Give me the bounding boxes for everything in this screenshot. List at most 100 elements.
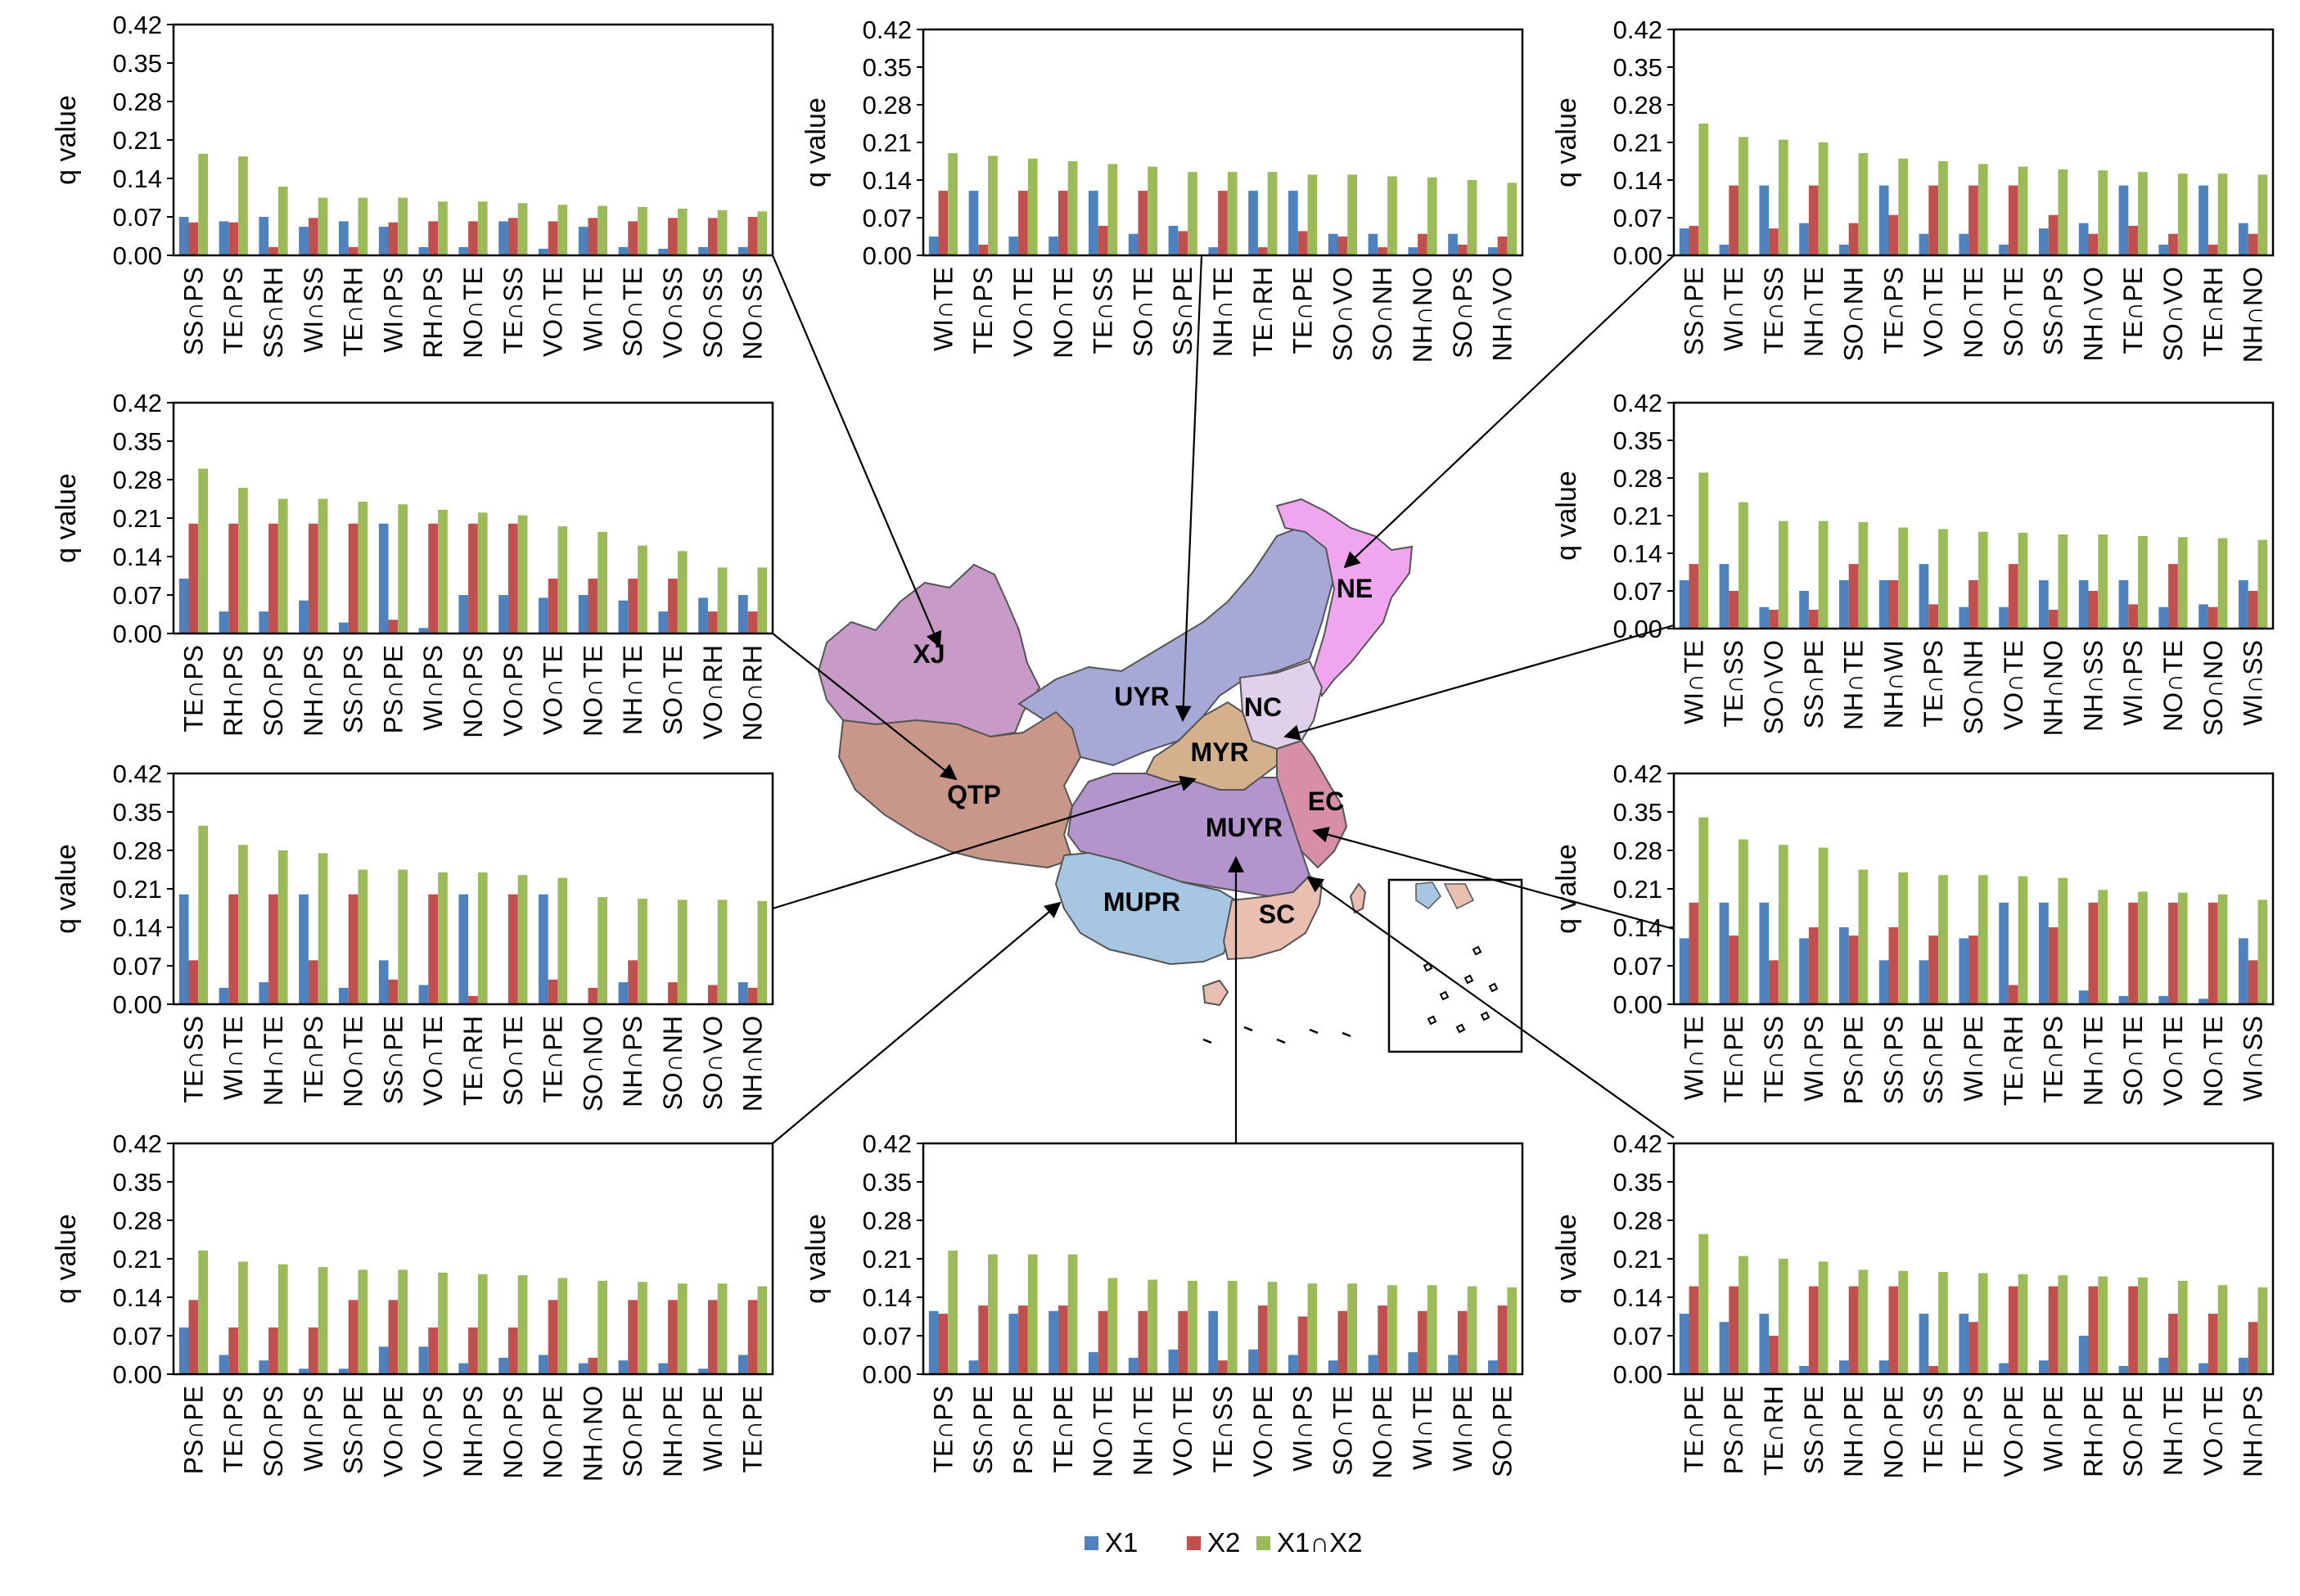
y-tick-label: 0.35 [863, 53, 912, 82]
bar-x1-and-x2 [1267, 172, 1278, 255]
x-tick-label: NH∩SS [2078, 640, 2108, 732]
inset-island [1427, 1015, 1437, 1026]
bar-x2 [1848, 936, 1859, 1004]
y-tick-label: 0.42 [863, 16, 912, 44]
y-tick-label: 0.42 [1613, 16, 1662, 44]
bar-x1-and-x2 [1107, 164, 1118, 255]
bar-x1-and-x2 [2177, 174, 2188, 255]
bar-x1-and-x2 [1978, 531, 1988, 629]
bar-x1-and-x2 [1148, 1279, 1157, 1374]
y-tick-label: 0.28 [863, 91, 912, 119]
x-tick-label: WI∩TE [1408, 1386, 1437, 1470]
bar-x1 [1368, 1355, 1378, 1374]
bar-x1 [2239, 223, 2248, 255]
y-tick-label: 0.14 [863, 1283, 912, 1312]
x-tick-label: SO∩NH [1839, 267, 1869, 361]
bar-x1-and-x2 [1307, 1283, 1318, 1374]
plot-frame [1672, 772, 2275, 1006]
bar-x1-and-x2 [2018, 166, 2028, 255]
bar-x1-and-x2 [1387, 176, 1397, 255]
bar-x2 [2008, 564, 2018, 629]
x-tick-label: SO∩NO [2199, 640, 2228, 736]
bar-x2 [428, 894, 438, 1004]
x-tick-label: NH∩PE [1839, 1386, 1869, 1477]
bar-x1 [1839, 927, 1849, 1004]
bar-x2 [308, 218, 318, 255]
bar-x2 [2088, 902, 2099, 1004]
bar-x1 [1488, 247, 1498, 255]
x-tick-label: NH∩PE [658, 1386, 688, 1477]
y-tick-label: 0.07 [1613, 577, 1662, 606]
bar-x2 [1018, 191, 1028, 255]
x-tick-label: NO∩TE [1049, 267, 1078, 358]
bar-x2 [348, 894, 359, 1004]
china-region-map: XJ UYR NE NC MYR QTP MUYR EC MUPR SC [817, 498, 1523, 1053]
plot-frame [922, 1142, 1524, 1376]
bar-x2 [938, 191, 949, 255]
bar-x2 [2208, 902, 2218, 1004]
x-tick-label: PS∩PE [178, 1386, 208, 1474]
bar-x2 [1257, 247, 1268, 255]
bar-x2 [2048, 927, 2059, 1004]
x-tick-label: SS∩PS [1878, 1016, 1908, 1104]
inset-island [1423, 962, 1433, 972]
bar-x2 [1848, 223, 1859, 255]
callout-arrow [1175, 255, 1203, 722]
bar-x2 [2248, 233, 2258, 255]
x-tick-label: TE∩PE [2118, 267, 2148, 354]
bar-x1 [259, 217, 269, 255]
bar-x1 [2199, 1363, 2208, 1374]
x-tick-label: VO∩TE [1919, 267, 1948, 357]
bar-x1-and-x2 [318, 853, 328, 1004]
bar-x1 [339, 622, 349, 633]
bar-x2 [308, 960, 318, 1004]
bar-x1-and-x2 [2138, 172, 2148, 255]
bar-x1-and-x2 [1148, 166, 1157, 255]
x-tick-label: WI∩PS [418, 645, 448, 731]
bar-x1-and-x2 [1978, 1273, 1988, 1374]
bar-x1 [1878, 960, 1889, 1004]
bar-x1-and-x2 [1067, 1254, 1078, 1374]
y-tick-label: 0.35 [113, 427, 162, 456]
legend-swatch [1256, 1536, 1270, 1550]
x-tick-label: SS∩PE [339, 1386, 368, 1474]
bar-x1 [1719, 564, 1730, 629]
legend-label: X1 [1105, 1527, 1138, 1558]
y-tick-label: 0.28 [1613, 464, 1662, 493]
y-tick-label: 0.35 [113, 49, 162, 78]
bar-x1 [1719, 902, 1730, 1004]
callout-arrow [772, 775, 1197, 910]
bar-x1 [2199, 604, 2208, 629]
bar-x1-and-x2 [398, 197, 408, 255]
bar-x1 [1999, 902, 2009, 1004]
y-axis-label: q value [1551, 471, 1582, 561]
x-tick-label: NO∩PE [1878, 1386, 1908, 1479]
bar-x1 [1448, 1355, 1458, 1374]
bar-x2 [2088, 233, 2099, 255]
bar-x1-and-x2 [638, 206, 647, 255]
bar-x1 [178, 578, 189, 633]
bar-x1-and-x2 [2058, 534, 2068, 629]
bar-x1 [418, 985, 429, 1004]
x-tick-label: WI∩PS [1288, 1386, 1318, 1472]
bar-x1-and-x2 [2018, 1274, 2028, 1374]
y-tick-label: 0.07 [1613, 1322, 1662, 1350]
bar-x1-and-x2 [757, 567, 768, 633]
bar-x1-and-x2 [2177, 892, 2188, 1004]
bar-x1-and-x2 [757, 211, 768, 255]
bar-x1-and-x2 [2098, 1276, 2108, 1374]
bar-x1-and-x2 [1978, 875, 1988, 1004]
y-axis-label: q value [51, 1214, 82, 1304]
bar-x2 [1969, 579, 1978, 629]
bar-x1 [178, 894, 189, 1004]
x-tick-label: VO∩TE [2158, 1016, 2188, 1106]
x-tick-label: NH∩TE [618, 645, 647, 735]
bar-x1 [738, 1355, 748, 1374]
bar-x1-and-x2 [2058, 877, 2068, 1004]
bar-x1-and-x2 [1818, 142, 1829, 255]
plot-frame [172, 772, 774, 1006]
bar-x1-and-x2 [2217, 1285, 2228, 1374]
bar-x2 [428, 1327, 438, 1374]
bar-x1-and-x2 [677, 208, 688, 255]
legend-swatch [1187, 1536, 1201, 1550]
